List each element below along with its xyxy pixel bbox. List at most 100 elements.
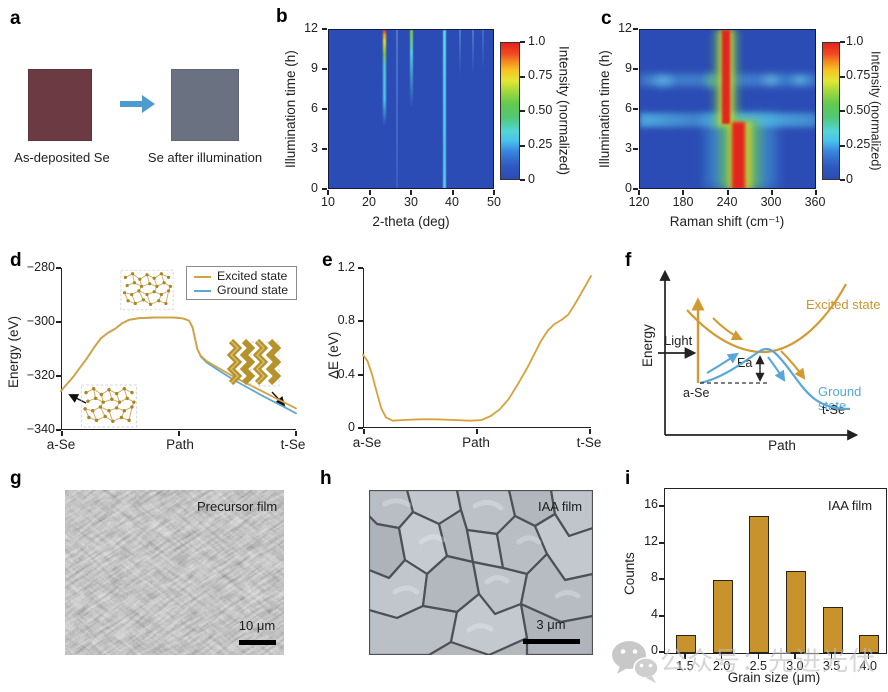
i-ytick: 16 <box>644 497 658 511</box>
amorphous-structure-inset-top <box>120 268 174 312</box>
excited-state-line-swatch <box>194 275 211 279</box>
e-ytick: 0.4 <box>337 367 355 381</box>
d-xtick-mark <box>61 431 63 436</box>
f-schematic-svg <box>658 269 859 441</box>
c-colorbar <box>822 42 840 180</box>
c-xtick: 240 <box>716 195 738 209</box>
d-curves-svg <box>60 316 297 415</box>
b-cbar-label: Intensity (normalized) <box>556 46 572 176</box>
b-xtick-mark <box>369 190 371 195</box>
xrd-peak-45deg <box>472 30 474 76</box>
c-xtick-mark <box>638 190 640 195</box>
c-cbar-tick-mark <box>840 41 845 43</box>
b-ytick: 6 <box>311 101 318 115</box>
f-excited-curve <box>686 283 847 354</box>
amorphous-structure-inset-left <box>80 384 138 428</box>
chart-curve <box>60 316 297 410</box>
b-ytick: 3 <box>311 141 318 155</box>
c-ytick: 9 <box>625 61 632 75</box>
i-xtick-mark <box>794 653 796 659</box>
e-plot-area <box>363 268 591 428</box>
d-ytick: −320 <box>26 368 55 382</box>
f-blue-up-arrow <box>706 352 739 374</box>
histogram-bar <box>822 607 843 653</box>
panel-letter-c: c <box>601 8 612 29</box>
b-cbar-tick: 0.75 <box>528 68 553 82</box>
grain-bars <box>665 489 886 653</box>
film2-label: Se after illumination <box>147 150 263 165</box>
d-ytick: −300 <box>26 314 55 328</box>
b-ytick-mark <box>322 68 327 70</box>
b-cbar-tick-mark <box>520 41 525 43</box>
histogram-bar <box>859 634 880 653</box>
b-xtick: 10 <box>321 195 335 209</box>
e-xtick-mark <box>589 429 591 434</box>
b-ytick: 12 <box>304 21 318 35</box>
b-xtick-mark <box>452 190 454 195</box>
c-cbar-tick: 0 <box>846 172 853 186</box>
i-ytick-mark <box>659 542 664 544</box>
f-a-se-label: a-Se <box>683 386 710 400</box>
b-xtick: 20 <box>362 195 376 209</box>
b-xtick-mark <box>410 190 412 195</box>
c-ytick: 6 <box>625 101 632 115</box>
b-xtick-mark <box>327 190 329 195</box>
raman-blob <box>788 72 812 88</box>
transition-arrow-icon <box>142 95 155 113</box>
chart-curve <box>362 275 592 422</box>
e-xtick-mark <box>476 429 478 434</box>
raman-peak-253 <box>732 122 745 188</box>
i-ytick: 0 <box>651 643 658 657</box>
i-ytick: 12 <box>644 534 658 548</box>
i-ytick-mark <box>659 505 664 507</box>
b-xtick: 40 <box>445 195 459 209</box>
i-xtick-label: 4.0 <box>859 659 877 673</box>
xrd-heatmap <box>328 29 494 189</box>
g-scalebar-label: 10 μm <box>238 618 276 633</box>
c-ytick: 3 <box>625 141 632 155</box>
b-xtick: 30 <box>404 195 418 209</box>
e-ytick-mark <box>358 267 363 269</box>
d-plot-area <box>61 268 296 430</box>
i-ytick-mark <box>659 615 664 617</box>
panel-letter-f: f <box>625 250 632 271</box>
xrd-peak-47deg <box>482 30 484 70</box>
histogram-bar <box>785 571 806 653</box>
e-xtick: Path <box>462 435 490 450</box>
c-xtick-mark <box>771 190 773 195</box>
i-ytick: 4 <box>651 607 658 621</box>
f-ground-curve <box>699 347 851 411</box>
c-xtick: 360 <box>804 195 826 209</box>
e-xtick: t-Se <box>576 435 602 450</box>
d-ytick-mark <box>56 267 61 269</box>
panel-letter-i: i <box>625 468 631 489</box>
d-legend-excited-label: Excited state <box>217 269 288 284</box>
h-annotation: IAA film <box>538 499 583 514</box>
b-cbar-tick-mark <box>520 76 525 78</box>
d-xtick: t-Se <box>280 437 306 452</box>
histogram-bar <box>749 516 770 653</box>
c-xtick: 300 <box>760 195 782 209</box>
b-ytick-mark <box>322 28 327 30</box>
i-ytick-mark <box>659 578 664 580</box>
i-x-axis-label: Grain size (μm) <box>727 670 821 685</box>
transition-arrow-shaft <box>120 101 142 107</box>
c-cbar-tick-mark <box>840 110 845 112</box>
raman-heatmap <box>639 29 816 189</box>
panel-letter-g: g <box>10 468 22 489</box>
f-orange-decay-arrow <box>780 350 806 380</box>
b-cbar-tick-mark <box>520 110 525 112</box>
panel-letter-a: a <box>10 8 21 29</box>
c-x-axis-label: Raman shift (cm⁻¹) <box>669 214 785 229</box>
raman-blob <box>648 72 678 90</box>
illuminated-se-film <box>171 69 239 141</box>
c-cbar-tick: 0.75 <box>846 68 871 82</box>
b-ytick-mark <box>322 108 327 110</box>
c-cbar-tick-mark <box>840 145 845 147</box>
b-colorbar <box>500 42 520 180</box>
c-ytick-mark <box>633 188 638 190</box>
c-ytick-mark <box>633 148 638 150</box>
e-ytick: 0.8 <box>337 313 355 327</box>
i-plot-area <box>664 488 887 654</box>
